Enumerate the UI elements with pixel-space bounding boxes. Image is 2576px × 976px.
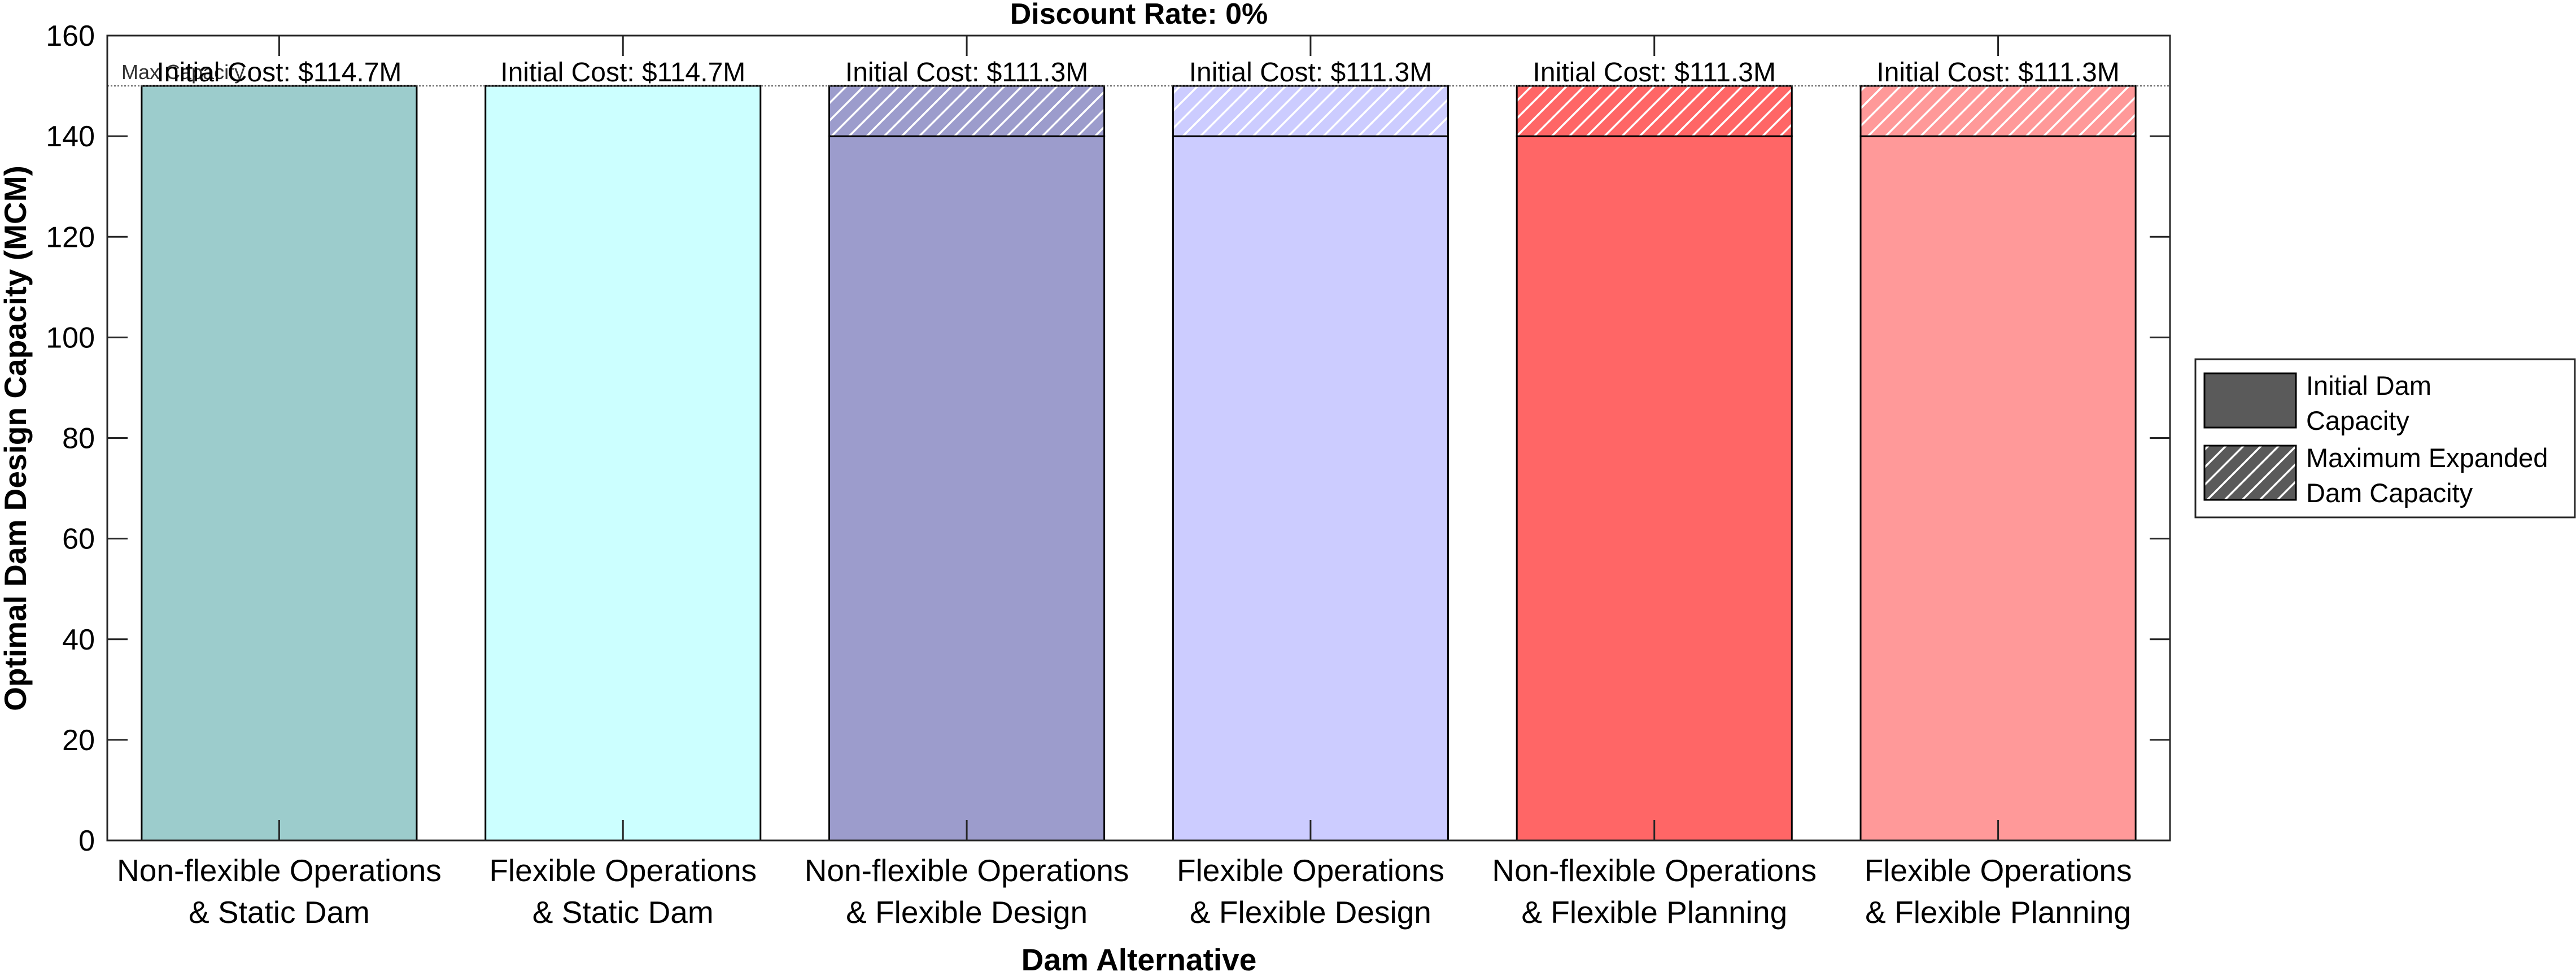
bar-initial-capacity bbox=[828, 135, 1106, 842]
bar-initial-capacity bbox=[141, 85, 418, 842]
reference-line-layer: Max Capacity bbox=[107, 60, 2170, 87]
x-tick-label: Non-flexible Operations & Static Dam bbox=[117, 853, 442, 930]
x-tick-label: Flexible Operations & Static Dam bbox=[489, 853, 757, 930]
axis-ticks bbox=[107, 34, 2170, 842]
x-tick-label: Non-flexible Operations & Flexible Planni… bbox=[1492, 853, 1817, 930]
y-tick-label: 100 bbox=[46, 321, 95, 354]
y-tick-label: 20 bbox=[62, 724, 95, 757]
bar-initial-capacity bbox=[1172, 135, 1449, 842]
bar-expanded-capacity bbox=[828, 85, 1106, 137]
annotations-layer: Initial Cost: $114.7M Initial Cost: $114.… bbox=[156, 58, 2119, 88]
bar-initial-capacity bbox=[1859, 135, 2137, 842]
x-tick-label: Non-flexible Operations & Flexible Design bbox=[805, 853, 1129, 930]
y-axis-label: Optimal Dam Design Capacity (MCM) bbox=[0, 165, 33, 711]
x-tick-label: Flexible Operations & Flexible Design bbox=[1177, 853, 1444, 930]
y-tick-label: 80 bbox=[62, 422, 95, 455]
cost-annotation: Initial Cost: $111.3M bbox=[1189, 58, 1432, 88]
cost-annotation: Initial Cost: $111.3M bbox=[845, 58, 1088, 88]
y-tick-label: 0 bbox=[78, 825, 95, 857]
y-tick-label: 140 bbox=[46, 120, 95, 153]
bar-initial-capacity bbox=[484, 85, 762, 842]
x-tick-label: Flexible Operations & Flexible Planning bbox=[1865, 853, 2132, 930]
y-tick-label: 60 bbox=[62, 523, 95, 556]
axis-tick-labels: 0 20 40 60 80 100 120 140 160 Non-flexible Operat… bbox=[46, 20, 2132, 930]
bar-expanded-capacity bbox=[1172, 85, 1449, 137]
chart-title: Discount Rate: 0% bbox=[1010, 0, 1268, 30]
y-tick-label: 120 bbox=[46, 221, 95, 254]
legend-label: Initial Dam Capacity bbox=[2306, 371, 2431, 435]
y-tick-label: 160 bbox=[46, 20, 95, 53]
bar-expanded-capacity bbox=[1859, 85, 2137, 137]
cost-annotation: Initial Cost: $114.7M bbox=[156, 58, 401, 88]
legend-swatch-hatched bbox=[2203, 445, 2297, 501]
max-capacity-label: Max Capacity bbox=[121, 60, 244, 84]
y-tick-label: 40 bbox=[62, 624, 95, 656]
cost-annotation: Initial Cost: $111.3M bbox=[1876, 58, 2119, 88]
cost-annotation: Initial Cost: $114.7M bbox=[500, 58, 745, 88]
bar-initial-capacity bbox=[1516, 135, 1793, 842]
bar-expanded-capacity bbox=[1516, 85, 1793, 137]
x-axis-label: Dam Alternative bbox=[1021, 942, 1257, 976]
legend-swatch-solid bbox=[2203, 372, 2297, 429]
legend-label: Maximum Expanded Dam Capacity bbox=[2306, 443, 2548, 508]
bars-layer bbox=[141, 85, 2137, 842]
cost-annotation: Initial Cost: $111.3M bbox=[1533, 58, 1776, 88]
legend: Initial Dam Capacity Maximum Expanded Dam C… bbox=[2194, 358, 2576, 518]
